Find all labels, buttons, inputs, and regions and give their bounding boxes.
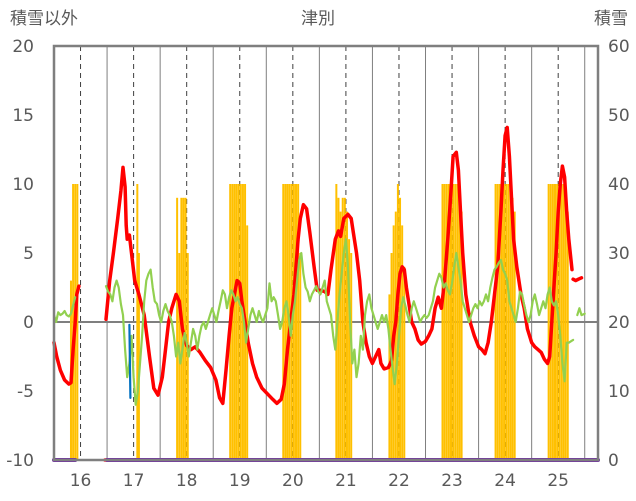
- series-line: [52, 284, 81, 386]
- snow-depth-bar: [345, 211, 348, 460]
- chart-title: 津別: [301, 9, 335, 29]
- x-tick-label: 17: [123, 471, 145, 491]
- snow-depth-bar: [458, 197, 461, 461]
- snow-depth-bar: [562, 184, 565, 460]
- left-tick-label: 5: [23, 244, 34, 264]
- snow-depth-bar: [284, 184, 287, 460]
- snow-depth-bar: [511, 197, 514, 461]
- snow-depth-bar: [513, 211, 516, 460]
- x-tick-label: 24: [494, 471, 516, 491]
- x-tick-label: 19: [229, 471, 251, 491]
- right-axis-title: 積雪: [594, 9, 628, 29]
- right-tick-label: 60: [608, 37, 630, 57]
- snow-depth-bar: [231, 184, 234, 460]
- snow-depth-bar: [348, 239, 351, 460]
- x-tick-label: 20: [282, 471, 304, 491]
- right-tick-labels: 60 50 40 30 20 10 0: [608, 37, 630, 471]
- left-tick-label: 20: [12, 37, 34, 57]
- snow-depth-bar: [503, 184, 506, 460]
- right-tick-label: 0: [608, 451, 619, 471]
- snow-depth-bar: [299, 253, 302, 460]
- snow-depth-bar: [292, 184, 295, 460]
- left-tick-label: 15: [12, 106, 34, 126]
- snow-depth-bar: [554, 184, 557, 460]
- series-line: [104, 238, 575, 406]
- left-tick-label: 0: [23, 313, 34, 333]
- x-tick-label: 23: [441, 471, 463, 491]
- snow-depth-bar: [566, 211, 569, 460]
- snow-depth-bar: [443, 184, 446, 460]
- snow-depth-bar: [239, 184, 242, 460]
- snow-depth-bar: [456, 184, 459, 460]
- series-line: [104, 125, 574, 406]
- snow-depth-bar: [388, 294, 391, 460]
- snow-depth-bar: [76, 184, 79, 460]
- snow-depth-bar: [505, 184, 508, 460]
- snow-depth-bar: [339, 211, 342, 460]
- snow-depth-bar: [343, 197, 346, 461]
- left-tick-label: 10: [12, 175, 34, 195]
- snow-depth-bar: [441, 184, 444, 460]
- snow-depth-bar: [233, 184, 236, 460]
- snow-depth-bar: [447, 184, 450, 460]
- snow-depth-bar: [500, 184, 503, 460]
- snow-depth-bar: [184, 197, 187, 461]
- x-tick-label: 22: [388, 471, 410, 491]
- snow-depth-bar: [496, 184, 499, 460]
- snow-depth-bar: [396, 184, 399, 460]
- snow-depth-bar: [297, 184, 300, 460]
- snow-depth-bar: [286, 184, 289, 460]
- snow-depth-bar: [403, 266, 406, 460]
- snow-depth-bar: [176, 197, 179, 461]
- snow-depth-bar: [401, 225, 404, 460]
- right-tick-label: 50: [608, 106, 630, 126]
- snow-depth-bar: [556, 184, 559, 460]
- x-tick-label: 25: [547, 471, 569, 491]
- snow-depth-bar: [494, 184, 497, 460]
- series-line: [576, 307, 586, 317]
- snow-depth-bar: [449, 184, 452, 460]
- snow-depth-bar: [136, 184, 139, 460]
- snow-depth-bar: [452, 184, 455, 460]
- right-tick-label: 20: [608, 313, 630, 333]
- snow-depth-bar: [460, 211, 463, 460]
- data-lines: [52, 125, 600, 462]
- snow-depth-bar: [547, 184, 550, 460]
- left-tick-labels: 20 15 10 5 0 -5 -10: [6, 37, 34, 471]
- snow-depth-bar: [72, 184, 75, 460]
- x-tick-label: 21: [335, 471, 357, 491]
- snow-depth-bar: [295, 184, 298, 460]
- plot-frame: [52, 44, 600, 462]
- snow-depth-bar: [564, 197, 567, 461]
- right-tick-label: 30: [608, 244, 630, 264]
- snow-depth-bar: [445, 184, 448, 460]
- x-tick-label: 18: [176, 471, 198, 491]
- snow-depth-bar: [509, 184, 512, 460]
- series-line: [571, 276, 584, 283]
- snow-depth-bar: [337, 197, 340, 461]
- series-line: [128, 323, 132, 399]
- right-tick-label: 40: [608, 175, 630, 195]
- x-tick-label: 16: [70, 471, 92, 491]
- left-axis-title: 積雪以外: [10, 9, 78, 29]
- snow-depth-bar: [235, 184, 238, 460]
- snow-depth-bar: [394, 211, 397, 460]
- snow-depth-bar: [341, 197, 344, 461]
- x-tick-labels: 16 17 18 19 20 21 22 23 24 25: [70, 471, 569, 491]
- series-line: [52, 296, 77, 324]
- right-tick-label: 10: [608, 382, 630, 402]
- snow-depth-bar: [507, 184, 510, 460]
- snow-depth-bar: [454, 184, 457, 460]
- snow-depth-bar: [498, 184, 501, 460]
- left-tick-label: -10: [6, 451, 34, 471]
- snow-depth-bar: [237, 184, 240, 460]
- snow-depth-bar: [137, 253, 140, 460]
- snow-depth-bar: [560, 184, 563, 460]
- plot-border: [52, 44, 600, 462]
- left-tick-label: -5: [17, 382, 34, 402]
